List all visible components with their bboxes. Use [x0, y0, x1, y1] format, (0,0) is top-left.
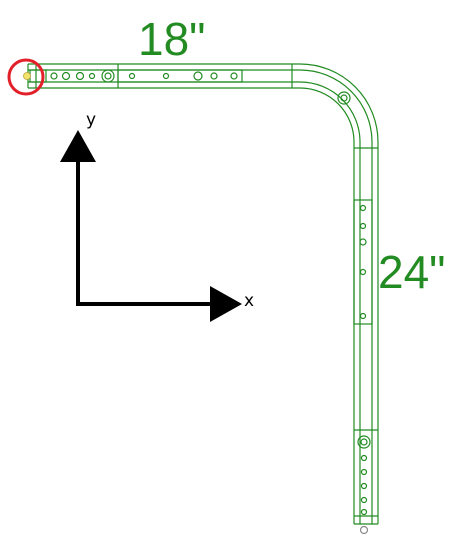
- x-axis-arrowhead: [210, 286, 242, 322]
- y-axis-label: y: [86, 110, 97, 130]
- vertical-length-label: 24": [378, 246, 446, 298]
- y-axis-arrowhead: [60, 130, 96, 162]
- start-point-highlight-circle: [7, 58, 45, 96]
- track-holes-horizontal: [50, 69, 351, 105]
- bottom-end-hole: [359, 525, 369, 535]
- start-point-dot: [23, 72, 31, 80]
- coordinate-axes: [60, 130, 242, 322]
- track: [27, 63, 379, 525]
- x-axis-label: x: [244, 291, 255, 311]
- track-holes-vertical: [357, 204, 371, 516]
- horizontal-length-label: 18": [138, 13, 206, 65]
